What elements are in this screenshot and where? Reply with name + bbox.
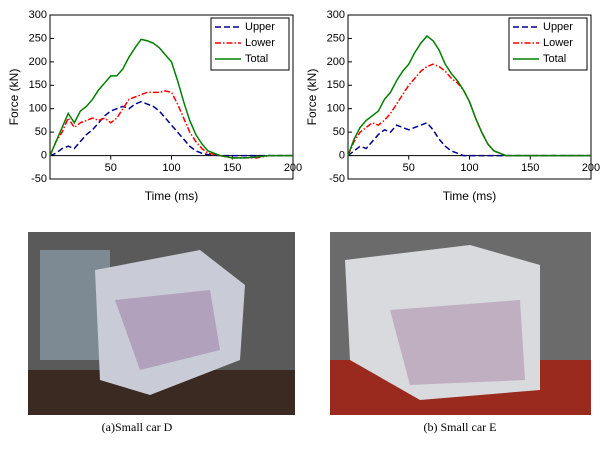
photo [28, 232, 295, 415]
y-tick-label: 250 [327, 32, 345, 44]
y-tick-label: -50 [329, 173, 345, 185]
y-tick-label: 100 [29, 103, 47, 115]
y-tick-label: 150 [327, 79, 345, 91]
x-tick-label: 150 [521, 162, 539, 174]
y-tick-label: 0 [41, 149, 47, 161]
y-tick-label: 300 [29, 9, 47, 21]
legend-label: Upper [543, 21, 573, 33]
line-series [347, 35, 591, 157]
y-tick-label: 100 [327, 103, 345, 115]
line-series [347, 63, 591, 157]
line-series [347, 121, 591, 157]
x-tick-label: 100 [162, 162, 180, 174]
legend-label: Lower [543, 37, 573, 49]
plot-frame [49, 14, 294, 180]
x-axis-label: Time (ms) [443, 189, 497, 203]
x-tick-label: 200 [582, 162, 600, 174]
legend-label: Upper [245, 21, 275, 33]
y-tick-label: 250 [29, 32, 47, 44]
y-tick-label: 200 [29, 56, 47, 68]
y-tick-label: 300 [327, 9, 345, 21]
legend-label: Lower [245, 37, 275, 49]
line-series [49, 90, 293, 159]
line-series [49, 100, 293, 157]
x-tick-label: 150 [223, 162, 241, 174]
y-tick-label: 50 [35, 126, 47, 138]
y-tick-label: 200 [327, 56, 345, 68]
plot-frame [347, 14, 592, 180]
y-axis-label: Force (kN) [305, 69, 319, 126]
legend-label: Total [543, 53, 566, 65]
photo [330, 232, 591, 415]
x-tick-label: 100 [460, 162, 478, 174]
x-axis-label: Time (ms) [145, 189, 199, 203]
caption: (b) Small car E [424, 420, 497, 434]
x-tick-label: 50 [403, 162, 415, 174]
y-tick-label: -50 [31, 173, 47, 185]
legend-label: Total [245, 53, 268, 65]
x-tick-label: 50 [105, 162, 117, 174]
x-tick-label: 200 [284, 162, 302, 174]
caption: (a)Small car D [102, 420, 173, 434]
y-tick-label: 150 [29, 79, 47, 91]
line-series [49, 38, 293, 159]
y-axis-label: Force (kN) [7, 69, 21, 126]
y-tick-label: 0 [339, 149, 345, 161]
y-tick-label: 50 [333, 126, 345, 138]
